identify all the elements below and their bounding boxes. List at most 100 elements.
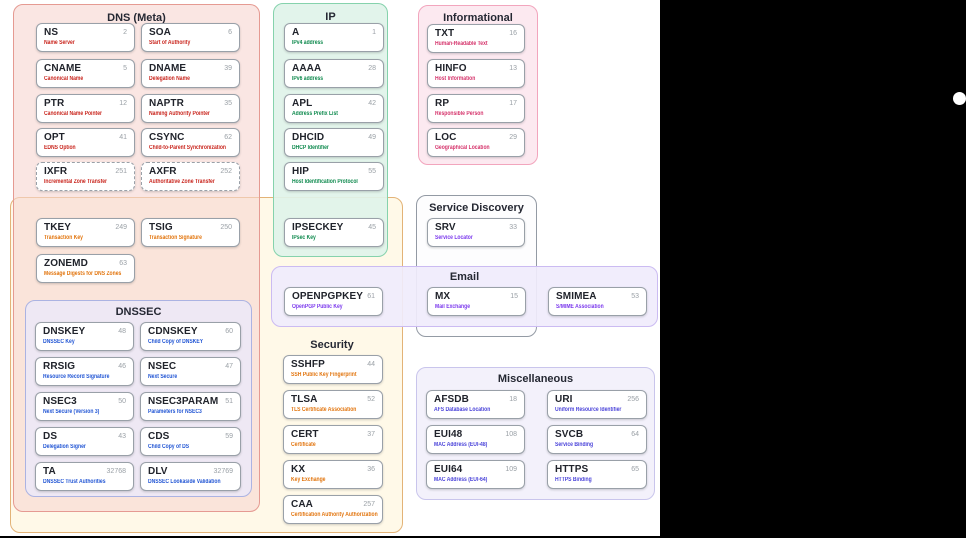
record-card-uri[interactable]: URI 256 Uniform Resource Identifier: [547, 390, 647, 419]
record-card-opt[interactable]: OPT 41 EDNS Option: [36, 128, 135, 157]
record-card-ds[interactable]: DS 43 Delegation Signer: [35, 427, 134, 456]
record-desc: Delegation Signer: [43, 444, 86, 450]
record-code: 44: [367, 361, 375, 368]
record-card-apl[interactable]: APL 42 Address Prefix List: [284, 94, 384, 123]
record-type: EUI64: [434, 464, 463, 475]
record-card-loc[interactable]: LOC 29 Geographical Location: [427, 128, 525, 157]
record-card-afsdb[interactable]: AFSDB 18 AFS Database Location: [426, 390, 525, 419]
record-code: 5: [123, 65, 127, 72]
record-desc: S/MIME Association: [556, 304, 604, 310]
record-type: URI: [555, 394, 573, 405]
record-code: 61: [367, 293, 375, 300]
record-card-hip[interactable]: HIP 55 Host Identification Protocol: [284, 162, 384, 191]
record-desc: DNSSEC Trust Authorities: [43, 479, 106, 485]
record-card-cdnskey[interactable]: CDNSKEY 60 Child Copy of DNSKEY: [140, 322, 241, 351]
record-code: 15: [510, 293, 518, 300]
record-card-cert[interactable]: CERT 37 Certificate: [283, 425, 383, 454]
record-code: 64: [631, 431, 639, 438]
record-card-ta[interactable]: TA 32768 DNSSEC Trust Authorities: [35, 462, 134, 491]
record-card-dnskey[interactable]: DNSKEY 48 DNSSEC Key: [35, 322, 134, 351]
record-card-rrsig[interactable]: RRSIG 46 Resource Record Signature: [35, 357, 134, 386]
record-type: NSEC: [148, 361, 177, 372]
record-card-caa[interactable]: CAA 257 Certification Authority Authorizat…: [283, 495, 383, 524]
record-card-dlv[interactable]: DLV 32769 DNSSEC Lookaside Validation: [140, 462, 241, 491]
record-code: 63: [119, 260, 127, 267]
record-desc: TLS Certificate Association: [291, 407, 357, 413]
record-card-ns[interactable]: NS 2 Name Server: [36, 23, 135, 52]
record-type: SMIMEA: [556, 291, 597, 302]
record-type: CNAME: [44, 63, 82, 74]
record-type: SRV: [435, 222, 456, 233]
record-code: 109: [505, 466, 517, 473]
record-card-hinfo[interactable]: HINFO 13 Host Information: [427, 59, 525, 88]
record-desc: OpenPGP Public Key: [292, 304, 343, 310]
record-type: IPSECKEY: [292, 222, 344, 233]
record-code: 52: [367, 396, 375, 403]
record-card-nsec3[interactable]: NSEC3 50 Next Secure (Version 3): [35, 392, 134, 421]
record-card-nsec[interactable]: NSEC 47 Next Secure: [140, 357, 241, 386]
record-type: PTR: [44, 98, 65, 109]
record-desc: Key Exchange: [291, 477, 326, 483]
record-card-eui48[interactable]: EUI48 108 MAC Address (EUI-48): [426, 425, 525, 454]
record-desc: Uniform Resource Identifier: [555, 407, 622, 413]
record-code: 42: [368, 100, 376, 107]
record-desc: Transaction Signature: [149, 235, 202, 241]
record-code: 65: [631, 466, 639, 473]
record-card-srv[interactable]: SRV 33 Service Locator: [427, 218, 525, 247]
record-type: TXT: [435, 28, 455, 39]
record-card-eui64[interactable]: EUI64 109 MAC Address (EUI-64): [426, 460, 525, 489]
record-card-a[interactable]: A 1 IPv4 address: [284, 23, 384, 52]
record-card-dhcid[interactable]: DHCID 49 DHCP Identifier: [284, 128, 384, 157]
record-card-https[interactable]: HTTPS 65 HTTPS Binding: [547, 460, 647, 489]
record-card-cname[interactable]: CNAME 5 Canonical Name: [36, 59, 135, 88]
record-card-axfr[interactable]: AXFR 252 Authoritative Zone Transfer: [141, 162, 240, 191]
record-type: IXFR: [44, 166, 68, 177]
record-desc: MAC Address (EUI-48): [434, 442, 488, 448]
record-card-dname[interactable]: DNAME 39 Delegation Name: [141, 59, 240, 88]
record-card-nsec3param[interactable]: NSEC3PARAM 51 Parameters for NSEC3: [140, 392, 241, 421]
record-card-naptr[interactable]: NAPTR 35 Naming Authority Pointer: [141, 94, 240, 123]
record-code: 2: [123, 29, 127, 36]
record-card-tlsa[interactable]: TLSA 52 TLS Certificate Association: [283, 390, 383, 419]
record-card-tsig[interactable]: TSIG 250 Transaction Signature: [141, 218, 240, 247]
record-type: AFSDB: [434, 394, 469, 405]
record-card-csync[interactable]: CSYNC 62 Child-to-Parent Synchronization: [141, 128, 240, 157]
record-card-rp[interactable]: RP 17 Responsible Person: [427, 94, 525, 123]
record-card-txt[interactable]: TXT 16 Human-Readable Text: [427, 24, 525, 53]
record-desc: IPv4 address: [292, 40, 324, 46]
record-card-zonemd[interactable]: ZONEMD 63 Message Digests for DNS Zones: [36, 254, 135, 283]
record-desc: Next Secure: [148, 374, 178, 380]
record-card-svcb[interactable]: SVCB 64 Service Binding: [547, 425, 647, 454]
record-card-aaaa[interactable]: AAAA 28 IPv6 address: [284, 59, 384, 88]
record-card-ptr[interactable]: PTR 12 Canonical Name Pointer: [36, 94, 135, 123]
record-card-ixfr[interactable]: IXFR 251 Incremental Zone Transfer: [36, 162, 135, 191]
record-card-openpgpkey[interactable]: OPENPGPKEY 61 OpenPGP Public Key: [284, 287, 383, 316]
record-card-mx[interactable]: MX 15 Mail Exchange: [427, 287, 526, 316]
record-type: KX: [291, 464, 306, 475]
record-card-sshfp[interactable]: SSHFP 44 SSH Public Key Fingerprint: [283, 355, 383, 384]
record-type: LOC: [435, 132, 457, 143]
record-type: NS: [44, 27, 59, 38]
record-code: 250: [220, 224, 232, 231]
record-desc: Certification Authority Authorization: [291, 512, 378, 518]
record-card-soa[interactable]: SOA 6 Start of Authority: [141, 23, 240, 52]
record-card-tkey[interactable]: TKEY 249 Transaction Key: [36, 218, 135, 247]
record-card-smimea[interactable]: SMIMEA 53 S/MIME Association: [548, 287, 647, 316]
record-desc: Child Copy of DS: [148, 444, 190, 450]
record-card-ipseckey[interactable]: IPSECKEY 45 IPsec Key: [284, 218, 384, 247]
record-code: 62: [224, 134, 232, 141]
record-desc: DHCP Identifier: [292, 145, 329, 151]
record-card-cds[interactable]: CDS 59 Child Copy of DS: [140, 427, 241, 456]
record-card-kx[interactable]: KX 36 Key Exchange: [283, 460, 383, 489]
record-desc: IPsec Key: [292, 235, 316, 241]
record-desc: Message Digests for DNS Zones: [44, 271, 122, 277]
group-dnssec-title: DNSSEC: [115, 306, 162, 318]
record-type: CAA: [291, 499, 313, 510]
record-type: AAAA: [292, 63, 322, 74]
record-desc: Service Locator: [435, 235, 473, 241]
record-desc: Start of Authority: [149, 40, 191, 46]
record-desc: MAC Address (EUI-64): [434, 477, 488, 483]
record-code: 59: [225, 433, 233, 440]
record-code: 257: [363, 501, 375, 508]
record-type: CSYNC: [149, 132, 185, 143]
